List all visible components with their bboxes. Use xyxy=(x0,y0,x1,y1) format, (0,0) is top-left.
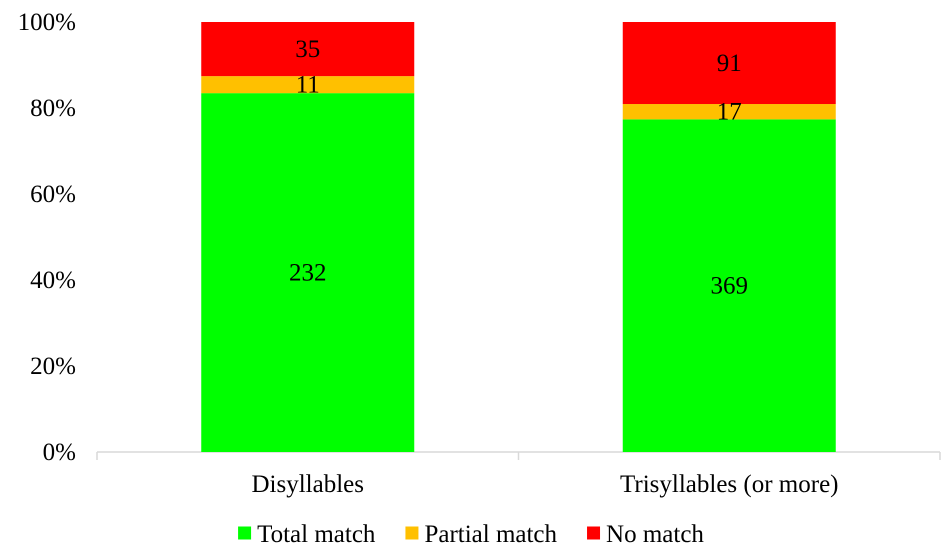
legend: Total match Partial match No match xyxy=(238,521,704,547)
x-axis: Disyllables Trisyllables (or more) xyxy=(96,451,941,498)
data-label: 17 xyxy=(717,99,742,126)
legend-swatch xyxy=(587,526,601,540)
y-tick-label: 0% xyxy=(43,439,76,466)
bar-segment xyxy=(201,22,415,77)
data-labels: 232 11 35 369 17 91 xyxy=(289,36,748,300)
legend-label: No match xyxy=(606,521,704,547)
data-label: 232 xyxy=(289,260,327,287)
legend-swatch xyxy=(238,526,252,540)
legend-label: Partial match xyxy=(424,521,557,547)
data-label: 11 xyxy=(296,72,320,99)
legend-label: Total match xyxy=(257,521,376,547)
data-label: 35 xyxy=(295,36,320,63)
bar-segment xyxy=(201,93,415,453)
bars xyxy=(201,22,836,453)
y-axis: 0% 20% 40% 60% 80% 100% xyxy=(18,9,76,466)
x-category-label: Trisyllables (or more) xyxy=(620,471,839,498)
y-tick-label: 80% xyxy=(30,95,76,122)
y-tick-label: 100% xyxy=(18,9,76,36)
bar-segment xyxy=(622,104,836,120)
bar-segment xyxy=(622,119,836,452)
legend-swatch xyxy=(405,526,419,540)
data-label: 91 xyxy=(717,50,742,77)
y-tick-label: 40% xyxy=(30,267,76,294)
data-label: 369 xyxy=(711,273,749,300)
y-tick-label: 20% xyxy=(30,353,76,380)
x-category-label: Disyllables xyxy=(252,471,365,498)
bar-segment xyxy=(622,22,836,105)
bar-segment xyxy=(201,76,415,94)
y-tick-label: 60% xyxy=(30,181,76,208)
